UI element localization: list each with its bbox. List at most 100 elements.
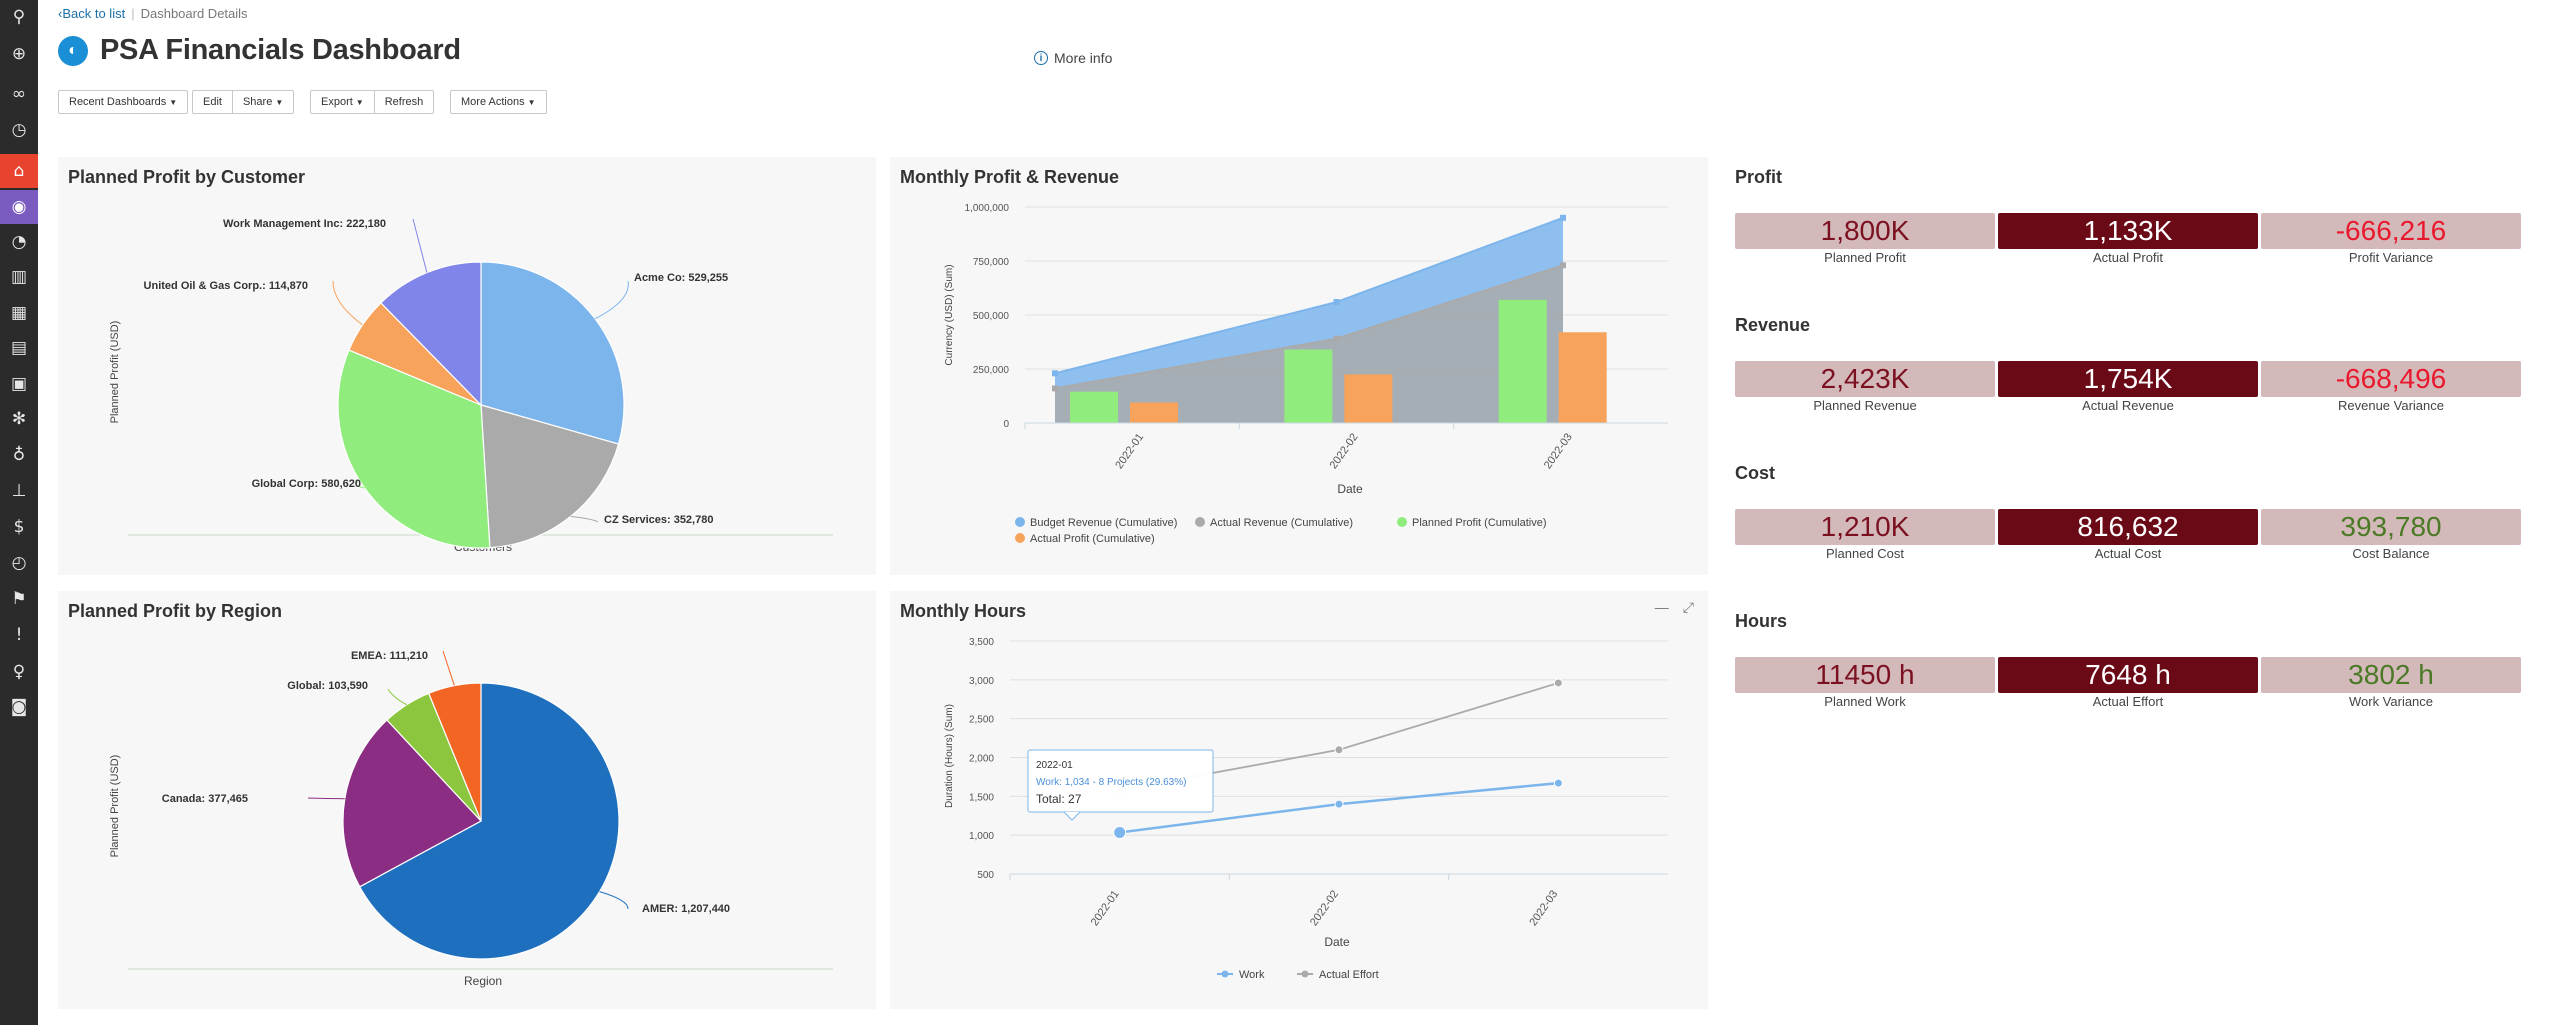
legend-item[interactable]: Work bbox=[1239, 969, 1265, 981]
tooltip-box bbox=[1027, 749, 1214, 813]
kpi-label: Profit Variance bbox=[2348, 250, 2434, 265]
bar[interactable] bbox=[1070, 391, 1118, 423]
kpi-tile[interactable]: 1,800K Planned Profit bbox=[1735, 213, 1995, 265]
briefcase-icon[interactable]: ▤ bbox=[10, 338, 28, 358]
flag-icon[interactable]: ⚑ bbox=[11, 589, 27, 609]
x-tick-label: 2022-03 bbox=[1527, 888, 1560, 928]
export-button[interactable]: Export ▼ bbox=[311, 91, 374, 113]
kpi-tile[interactable]: 393,780 Cost Balance bbox=[2261, 509, 2521, 561]
area-marker[interactable] bbox=[1333, 299, 1340, 306]
edit-button[interactable]: Edit bbox=[203, 96, 222, 108]
pie-connector bbox=[355, 481, 365, 489]
kpi-value: 2,423K bbox=[1735, 361, 1995, 397]
bar[interactable] bbox=[1130, 402, 1178, 423]
pie-slice[interactable] bbox=[480, 261, 625, 445]
kpi-tile[interactable]: 1,210K Planned Cost bbox=[1735, 509, 1995, 561]
legend-marker[interactable] bbox=[1397, 517, 1407, 527]
y-tick-label: 1,500 bbox=[969, 792, 994, 803]
bar[interactable] bbox=[1344, 374, 1393, 423]
x-tick-label: 2022-01 bbox=[1089, 888, 1122, 928]
dashboard-icon[interactable]: ◉ bbox=[0, 190, 38, 224]
share-button[interactable]: Share ▼ bbox=[231, 91, 293, 113]
x-tick-label: 2022-01 bbox=[1113, 431, 1146, 471]
legend-marker[interactable] bbox=[1015, 533, 1025, 543]
page-title: PSA Financials Dashboard bbox=[100, 34, 461, 66]
y-tick-label: 500 bbox=[977, 870, 994, 881]
legend-item[interactable]: Budget Revenue (Cumulative) bbox=[1030, 517, 1177, 529]
kpi-value: 1,754K bbox=[1998, 361, 2258, 397]
bar[interactable] bbox=[1558, 332, 1607, 423]
recent-dashboards-button[interactable]: Recent Dashboards ▼ bbox=[59, 91, 187, 113]
kpi-tile[interactable]: 11450 h Planned Work bbox=[1735, 657, 1995, 709]
area-marker[interactable] bbox=[1333, 335, 1340, 342]
pie-slice[interactable] bbox=[342, 719, 482, 888]
table-icon[interactable]: ▦ bbox=[10, 303, 28, 323]
kpi-tile[interactable]: 7648 h Actual Effort bbox=[1998, 657, 2258, 709]
history-icon[interactable]: ◷ bbox=[11, 120, 27, 140]
chat-icon[interactable]: ◙ bbox=[10, 697, 28, 717]
legend-marker[interactable] bbox=[1015, 517, 1025, 527]
timer-icon[interactable]: ◴ bbox=[11, 553, 27, 573]
kpi-tile[interactable]: 3802 h Work Variance bbox=[2261, 657, 2521, 709]
kpi-tile[interactable]: 2,423K Planned Revenue bbox=[1735, 361, 1995, 413]
legend-item[interactable]: Actual Revenue (Cumulative) bbox=[1210, 517, 1353, 529]
add-icon[interactable]: ⊕ bbox=[11, 44, 27, 64]
kpi-tile[interactable]: -668,496 Revenue Variance bbox=[2261, 361, 2521, 413]
area-marker[interactable] bbox=[1560, 214, 1566, 221]
more-info-link[interactable]: i More info bbox=[1034, 50, 1112, 66]
area-marker[interactable] bbox=[1052, 385, 1058, 392]
more-actions-button[interactable]: More Actions ▼ bbox=[451, 91, 546, 113]
y-tick-label: 500,000 bbox=[973, 311, 1010, 322]
lightbulb-icon[interactable]: ♀ bbox=[12, 662, 26, 682]
recent-dashboards-group: Recent Dashboards ▼ bbox=[58, 90, 189, 114]
line-marker[interactable] bbox=[1553, 678, 1563, 688]
line-marker[interactable] bbox=[1553, 778, 1563, 788]
line-marker[interactable] bbox=[1113, 826, 1127, 840]
legend-marker[interactable] bbox=[1301, 970, 1309, 978]
calendar-icon[interactable]: ▣ bbox=[10, 374, 28, 394]
kpi-tile[interactable]: 816,632 Actual Cost bbox=[1998, 509, 2258, 561]
line-marker[interactable] bbox=[1334, 799, 1344, 809]
kpi-value: 3802 h bbox=[2261, 657, 2521, 693]
x-axis-label: Region bbox=[464, 974, 502, 988]
pie-chart-icon[interactable]: ◔ bbox=[11, 232, 27, 252]
legend-marker[interactable] bbox=[1195, 517, 1205, 527]
area-marker[interactable] bbox=[1052, 370, 1058, 377]
kpi-value: 393,780 bbox=[2261, 509, 2521, 545]
kpi-value: -668,496 bbox=[2261, 361, 2521, 397]
medal-icon[interactable]: ♁ bbox=[12, 445, 26, 465]
line-marker[interactable] bbox=[1334, 745, 1344, 755]
minimize-icon[interactable]: — bbox=[1654, 599, 1669, 615]
area-marker[interactable] bbox=[1560, 262, 1566, 269]
panel-hours: Monthly Hours — ⤢ 500 1,000 1,500 2,000 2,50… bbox=[890, 591, 1708, 1009]
gear-icon[interactable]: ✻ bbox=[11, 409, 27, 429]
org-chart-icon[interactable]: ⊥ bbox=[11, 481, 27, 501]
y-tick-label: 3,500 bbox=[969, 637, 994, 648]
caret-down-icon: ▼ bbox=[275, 98, 284, 107]
breadcrumb-current: Dashboard Details bbox=[140, 6, 248, 21]
y-tick-label: 1,000 bbox=[969, 831, 994, 842]
kpi-tile[interactable]: -666,216 Profit Variance bbox=[2261, 213, 2521, 265]
pie-slice[interactable] bbox=[337, 349, 491, 549]
x-axis-label: Date bbox=[1337, 482, 1363, 496]
pie-data-label: Acme Co: 529,255 bbox=[634, 272, 728, 284]
legend-marker[interactable] bbox=[1221, 970, 1229, 978]
legend-item[interactable]: Actual Profit (Cumulative) bbox=[1030, 533, 1155, 545]
kpi-section-title: Cost bbox=[1735, 463, 1775, 483]
kpi-tile[interactable]: 1,754K Actual Revenue bbox=[1998, 361, 2258, 413]
expand-icon[interactable]: ⤢ bbox=[1682, 599, 1694, 615]
dollar-icon[interactable]: $ bbox=[13, 517, 25, 537]
back-to-list-link[interactable]: ‹Back to list bbox=[58, 6, 125, 21]
kpi-tile[interactable]: 1,133K Actual Profit bbox=[1998, 213, 2258, 265]
building-icon[interactable]: ▥ bbox=[10, 267, 28, 287]
legend-item[interactable]: Actual Effort bbox=[1319, 969, 1379, 981]
home-icon[interactable]: ⌂ bbox=[0, 154, 38, 188]
infinity-icon[interactable]: ∞ bbox=[11, 84, 27, 104]
kpi-section-profit: Profit 1,800K Planned Profit 1,133K Actual P… bbox=[1725, 157, 2543, 292]
bar[interactable] bbox=[1498, 299, 1547, 423]
refresh-button[interactable]: Refresh bbox=[373, 91, 434, 113]
alert-icon[interactable]: ! bbox=[15, 625, 23, 645]
legend-item[interactable]: Planned Profit (Cumulative) bbox=[1412, 517, 1547, 529]
bar[interactable] bbox=[1284, 349, 1333, 423]
search-icon[interactable]: ⚲ bbox=[12, 7, 26, 27]
